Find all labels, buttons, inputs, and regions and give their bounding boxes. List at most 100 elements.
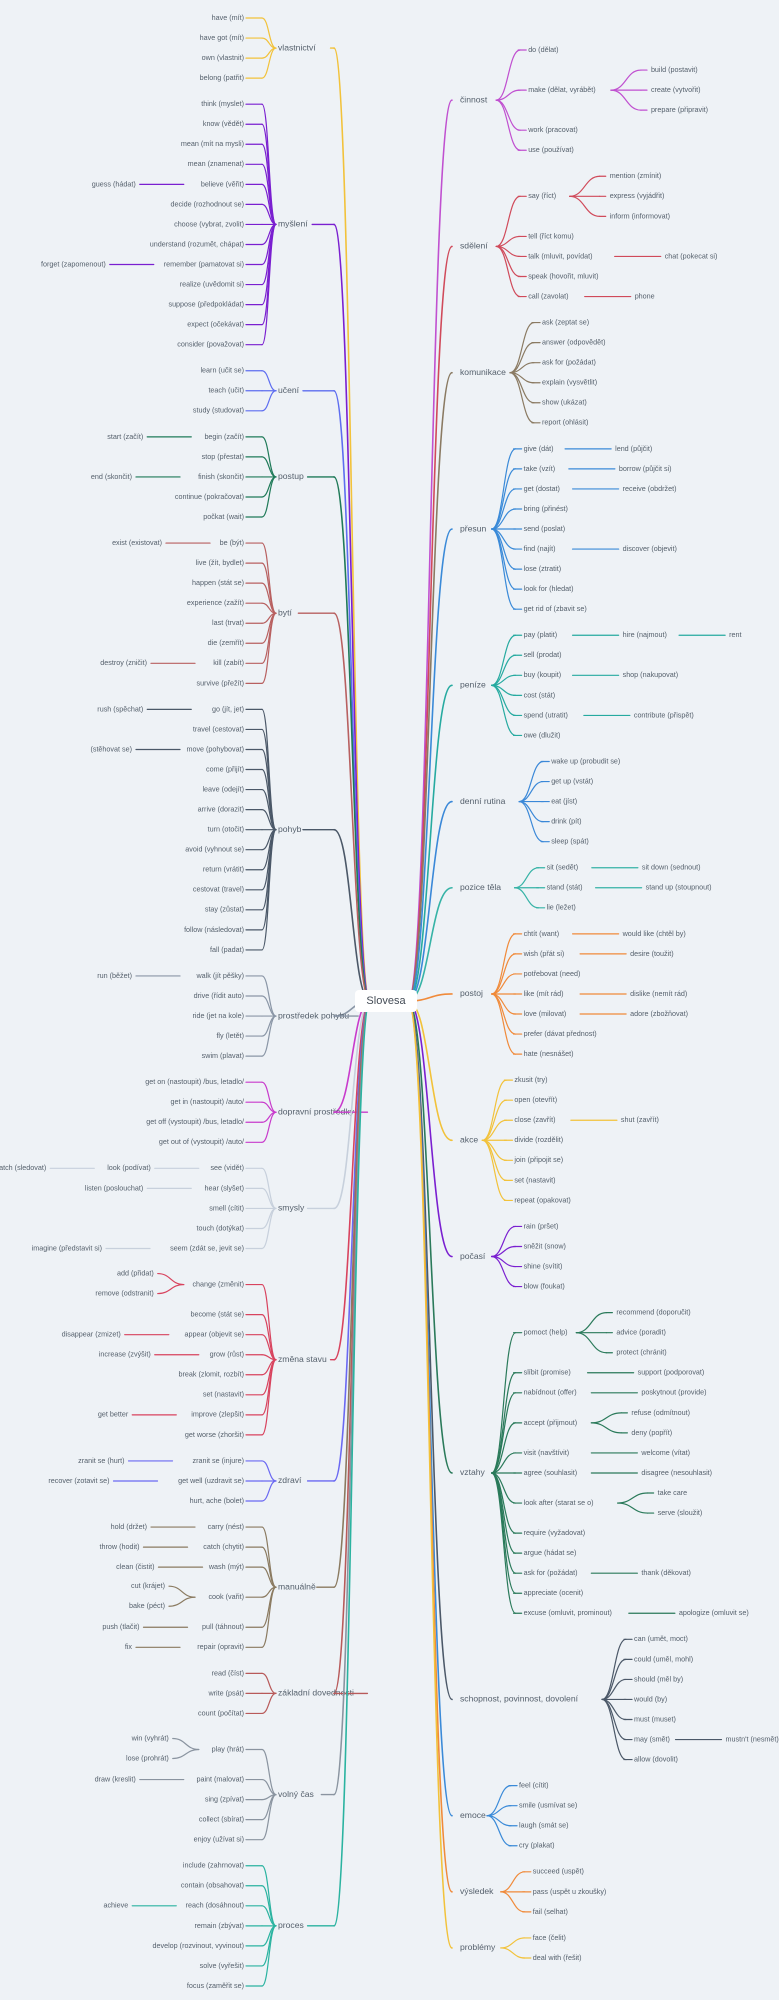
leaf-require-vyzadovat[interactable]: require (vyžadovat) xyxy=(524,1528,586,1537)
leaf-lend-pujcit[interactable]: lend (půjčit) xyxy=(615,444,652,453)
leaf-love-milovat[interactable]: love (milovat) xyxy=(524,1009,567,1018)
leaf-throw-hodit[interactable]: throw (hodit) xyxy=(100,1542,140,1551)
leaf-recommend-doporucit[interactable]: recommend (doporučit) xyxy=(616,1308,690,1317)
leaf-ask-for-pozadat[interactable]: ask for (požádat) xyxy=(524,1568,578,1577)
leaf-adore-zboznovat[interactable]: adore (zbožňovat) xyxy=(630,1009,688,1018)
leaf-destroy-znicit[interactable]: destroy (zničit) xyxy=(100,658,147,667)
leaf-remain-zbyvat[interactable]: remain (zbývat) xyxy=(194,1921,244,1930)
leaf-own-vlastnit[interactable]: own (vlastnit) xyxy=(202,53,244,62)
leaf-receive-obdrzet[interactable]: receive (obdržet) xyxy=(623,484,677,493)
leaf-say-rict[interactable]: say (říct) xyxy=(528,191,556,200)
leaf-disappear-zmizet[interactable]: disappear (zmizet) xyxy=(62,1330,121,1339)
leaf-pomoct-help[interactable]: pomoct (help) xyxy=(524,1328,568,1337)
leaf-believe-verit[interactable]: believe (věřit) xyxy=(201,179,244,188)
leaf-have-mit[interactable]: have (mít) xyxy=(212,13,244,22)
leaf-mention-zminit[interactable]: mention (zmínit) xyxy=(610,171,662,180)
leaf-consider-povazovat[interactable]: consider (považovat) xyxy=(177,340,244,349)
leaf-zranit-se-hurt[interactable]: zranit se (hurt) xyxy=(78,1456,124,1465)
leaf-ask-for-pozadat[interactable]: ask for (požádat) xyxy=(542,358,596,367)
leaf-get-up-vstat[interactable]: get up (vstát) xyxy=(551,776,593,785)
leaf-stand-stat[interactable]: stand (stát) xyxy=(547,883,583,892)
branch-vysledek[interactable]: výsledek xyxy=(460,1886,494,1896)
leaf-play-hrat[interactable]: play (hrát) xyxy=(212,1744,244,1753)
branch-vztahy[interactable]: vztahy xyxy=(460,1467,486,1477)
leaf-count-pocitat[interactable]: count (počítat) xyxy=(198,1708,244,1717)
leaf-shut-zavrit[interactable]: shut (zavřít) xyxy=(621,1115,659,1124)
leaf-serve-slouzit[interactable]: serve (sloužit) xyxy=(658,1508,703,1517)
leaf-slibit-promise[interactable]: slíbit (promise) xyxy=(524,1368,571,1377)
leaf-continue-pokracovat[interactable]: continue (pokračovat) xyxy=(175,492,244,501)
branch-uceni[interactable]: učení xyxy=(278,385,300,395)
branch-postoj[interactable]: postoj xyxy=(460,988,483,998)
leaf-cry-plakat[interactable]: cry (plakat) xyxy=(519,1841,555,1850)
leaf-pockat-wait[interactable]: počkat (wait) xyxy=(203,512,244,521)
leaf-do-delat[interactable]: do (dělat) xyxy=(528,45,558,54)
leaf-watch-sledovat[interactable]: watch (sledovat) xyxy=(0,1163,46,1172)
leaf-rain-prset[interactable]: rain (pršet) xyxy=(524,1221,559,1230)
leaf-eat-jist[interactable]: eat (jíst) xyxy=(551,796,577,805)
leaf-owe-dluzit[interactable]: owe (dlužit) xyxy=(524,730,561,739)
leaf-hold-drzet[interactable]: hold (držet) xyxy=(111,1522,147,1531)
leaf-discover-objevit[interactable]: discover (objevit) xyxy=(623,544,677,553)
leaf-buy-koupit[interactable]: buy (koupit) xyxy=(524,670,562,679)
leaf-understand-rozumet-chapat[interactable]: understand (rozumět, chápat) xyxy=(150,239,244,248)
leaf-mean-znamenat[interactable]: mean (znamenat) xyxy=(188,159,244,168)
leaf-look-after-starat-se-o[interactable]: look after (starat se o) xyxy=(524,1498,594,1507)
leaf-carry-nest[interactable]: carry (nést) xyxy=(208,1522,244,1531)
branch-pocasi[interactable]: počasí xyxy=(460,1251,486,1261)
leaf-give-dat[interactable]: give (dát) xyxy=(524,444,554,453)
leaf-see-videt[interactable]: see (vidět) xyxy=(210,1163,244,1172)
leaf-grow-rust[interactable]: grow (růst) xyxy=(210,1350,244,1359)
leaf-look-podivat[interactable]: look (podívat) xyxy=(107,1163,151,1172)
leaf-advice-poradit[interactable]: advice (poradit) xyxy=(616,1328,666,1337)
leaf-arrive-dorazit[interactable]: arrive (dorazit) xyxy=(198,805,244,814)
leaf-excuse-omluvit-prominout[interactable]: excuse (omluvit, prominout) xyxy=(524,1608,612,1617)
leaf-make-delat-vyrabet[interactable]: make (dělat, vyrábět) xyxy=(528,85,596,94)
leaf-mustn-t-nesmet[interactable]: mustn't (nesmět) xyxy=(726,1734,779,1743)
leaf-bring-prinest[interactable]: bring (přinést) xyxy=(524,504,568,513)
branch-zmena-stavu[interactable]: změna stavu xyxy=(278,1354,327,1364)
leaf-study-studovat[interactable]: study (studovat) xyxy=(193,406,244,415)
leaf-inform-informovat[interactable]: inform (informovat) xyxy=(610,211,670,220)
leaf-find-najit[interactable]: find (najít) xyxy=(524,544,556,553)
leaf-walk-jit-pesky[interactable]: walk (jít pěšky) xyxy=(195,971,244,980)
leaf-get-in-nastoupit-auto[interactable]: get in (nastoupit) /auto/ xyxy=(170,1097,244,1106)
leaf-choose-vybrat-zvolit[interactable]: choose (vybrat, zvolit) xyxy=(174,219,244,228)
leaf-sit-down-sednout[interactable]: sit down (sednout) xyxy=(642,863,701,872)
leaf-feel-citit[interactable]: feel (cítit) xyxy=(519,1781,549,1790)
leaf-listen-poslouchat[interactable]: listen (poslouchat) xyxy=(85,1183,143,1192)
leaf-guess-hadat[interactable]: guess (hádat) xyxy=(92,179,136,188)
leaf-be-byt[interactable]: be (být) xyxy=(220,538,244,547)
leaf-teach-ucit[interactable]: teach (učit) xyxy=(208,386,244,395)
leaf-change-zmenit[interactable]: change (změnit) xyxy=(192,1279,244,1288)
leaf-draw-kreslit[interactable]: draw (kreslit) xyxy=(95,1774,136,1783)
leaf-collect-sbirat[interactable]: collect (sbírat) xyxy=(199,1815,244,1824)
leaf-express-vyjadrit[interactable]: express (vyjádřit) xyxy=(610,191,665,200)
leaf-spend-utratit[interactable]: spend (utratit) xyxy=(524,710,568,719)
leaf-desire-touzit[interactable]: desire (toužit) xyxy=(630,949,674,958)
leaf-leave-odejit[interactable]: leave (odejít) xyxy=(202,784,244,793)
leaf-pass-uspet-u-zkousky[interactable]: pass (uspět u zkoušky) xyxy=(533,1887,607,1896)
branch-zdravi[interactable]: zdraví xyxy=(278,1475,302,1485)
leaf-call-zavolat[interactable]: call (zavolat) xyxy=(528,291,568,300)
leaf-zkusit-try[interactable]: zkusit (try) xyxy=(514,1075,547,1084)
leaf-happen-stat-se[interactable]: happen (stát se) xyxy=(192,578,244,587)
leaf-send-poslat[interactable]: send (poslat) xyxy=(524,524,566,533)
leaf-lie-lezet[interactable]: lie (ležet) xyxy=(547,903,576,912)
leaf-belong-patrit[interactable]: belong (patřit) xyxy=(200,73,244,82)
leaf-win-vyhrat[interactable]: win (vyhrát) xyxy=(131,1733,169,1742)
leaf-decide-rozhodnout-se[interactable]: decide (rozhodnout se) xyxy=(170,199,244,208)
branch-denni-rutina[interactable]: denní rutina xyxy=(460,796,506,806)
leaf-stand-up-stoupnout[interactable]: stand up (stoupnout) xyxy=(646,883,712,892)
leaf-sell-prodat[interactable]: sell (prodat) xyxy=(524,650,562,659)
leaf-survive-prezit[interactable]: survive (přežít) xyxy=(196,678,244,687)
leaf-disagree-nesouhlasit[interactable]: disagree (nesouhlasit) xyxy=(641,1468,712,1477)
leaf-seem-zdat-se-jevit-se[interactable]: seem (zdát se, jevit se) xyxy=(170,1243,244,1252)
branch-komunikace[interactable]: komunikace xyxy=(460,367,506,377)
leaf-become-stat-se[interactable]: become (stát se) xyxy=(190,1310,244,1319)
leaf-achieve[interactable]: achieve xyxy=(103,1901,128,1910)
leaf-accept-prijmout[interactable]: accept (přijmout) xyxy=(524,1418,578,1427)
leaf-lose-prohrat[interactable]: lose (prohrát) xyxy=(126,1753,169,1762)
leaf-push-tlacit[interactable]: push (tlačit) xyxy=(102,1622,139,1631)
leaf-dislike-nemit-rad[interactable]: dislike (nemít rád) xyxy=(630,989,687,998)
